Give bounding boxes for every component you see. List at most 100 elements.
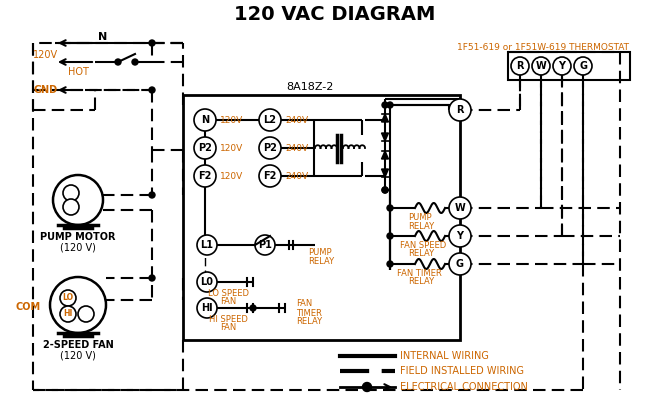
Circle shape <box>511 57 529 75</box>
Text: (120 V): (120 V) <box>60 242 96 252</box>
Circle shape <box>194 165 216 187</box>
Text: PUMP MOTOR: PUMP MOTOR <box>40 232 116 242</box>
Text: FAN: FAN <box>220 323 236 333</box>
Circle shape <box>449 225 471 247</box>
Text: N: N <box>98 32 108 42</box>
Text: HI: HI <box>63 310 72 318</box>
Circle shape <box>387 102 393 108</box>
Text: 1F51-619 or 1F51W-619 THERMOSTAT: 1F51-619 or 1F51W-619 THERMOSTAT <box>457 42 629 52</box>
Circle shape <box>60 306 76 322</box>
Text: Y: Y <box>559 61 565 71</box>
Circle shape <box>149 192 155 198</box>
Text: PUMP: PUMP <box>308 248 332 256</box>
Circle shape <box>449 197 471 219</box>
Text: FAN: FAN <box>296 300 312 308</box>
Circle shape <box>115 59 121 65</box>
Circle shape <box>387 261 393 267</box>
Text: R: R <box>456 105 464 115</box>
Circle shape <box>50 277 106 333</box>
Text: P2: P2 <box>263 143 277 153</box>
Text: G: G <box>579 61 587 71</box>
Text: RELAY: RELAY <box>408 249 434 259</box>
Polygon shape <box>381 133 389 141</box>
Text: FAN SPEED: FAN SPEED <box>400 241 446 249</box>
Circle shape <box>132 59 138 65</box>
Circle shape <box>255 235 275 255</box>
Circle shape <box>149 275 155 281</box>
Text: 120V: 120V <box>220 116 243 124</box>
Text: 120V: 120V <box>220 143 243 153</box>
Text: (120 V): (120 V) <box>60 350 96 360</box>
Text: LO: LO <box>62 293 74 303</box>
Circle shape <box>259 109 281 131</box>
Text: G: G <box>456 259 464 269</box>
Text: W: W <box>535 61 546 71</box>
Text: P1: P1 <box>258 240 272 250</box>
Circle shape <box>60 290 76 306</box>
Text: RELAY: RELAY <box>408 222 434 230</box>
Circle shape <box>532 57 550 75</box>
Text: COM: COM <box>16 302 41 312</box>
Circle shape <box>382 187 388 193</box>
Circle shape <box>259 165 281 187</box>
Polygon shape <box>381 114 389 122</box>
Text: HI: HI <box>201 303 213 313</box>
Circle shape <box>362 383 371 391</box>
Circle shape <box>259 137 281 159</box>
Polygon shape <box>381 169 389 177</box>
Text: R: R <box>517 61 524 71</box>
Text: RELAY: RELAY <box>408 277 434 287</box>
Text: F2: F2 <box>263 171 277 181</box>
Circle shape <box>197 272 217 292</box>
Circle shape <box>63 185 79 201</box>
Text: 2-SPEED FAN: 2-SPEED FAN <box>43 340 113 350</box>
Text: N: N <box>201 115 209 125</box>
Text: TIMER: TIMER <box>296 308 322 318</box>
Text: F2: F2 <box>198 171 212 181</box>
Text: GND: GND <box>33 85 57 95</box>
Text: 8A18Z-2: 8A18Z-2 <box>286 82 334 92</box>
Text: L1: L1 <box>200 240 214 250</box>
Circle shape <box>149 40 155 46</box>
Text: P2: P2 <box>198 143 212 153</box>
Circle shape <box>194 137 216 159</box>
Circle shape <box>197 298 217 318</box>
Circle shape <box>449 99 471 121</box>
Circle shape <box>387 233 393 239</box>
Circle shape <box>382 187 388 193</box>
Text: PUMP: PUMP <box>408 212 431 222</box>
Text: HI SPEED: HI SPEED <box>208 315 247 323</box>
Text: Y: Y <box>456 231 464 241</box>
Circle shape <box>63 199 79 215</box>
Circle shape <box>78 306 94 322</box>
Circle shape <box>553 57 571 75</box>
Text: 240V: 240V <box>285 116 308 124</box>
Circle shape <box>387 205 393 211</box>
Circle shape <box>449 253 471 275</box>
Text: RELAY: RELAY <box>308 256 334 266</box>
Text: RELAY: RELAY <box>296 318 322 326</box>
Text: ELECTRICAL CONNECTION: ELECTRICAL CONNECTION <box>400 382 528 392</box>
Text: FAN TIMER: FAN TIMER <box>397 269 442 277</box>
Text: FAN: FAN <box>220 297 236 307</box>
Bar <box>183 95 460 340</box>
Text: 120V: 120V <box>33 50 58 60</box>
Text: FIELD INSTALLED WIRING: FIELD INSTALLED WIRING <box>400 366 524 376</box>
Circle shape <box>197 235 217 255</box>
Circle shape <box>382 102 388 108</box>
Text: LO SPEED: LO SPEED <box>208 289 249 297</box>
Text: HOT: HOT <box>68 67 89 77</box>
Circle shape <box>53 175 103 225</box>
Circle shape <box>149 87 155 93</box>
Circle shape <box>194 109 216 131</box>
Text: L2: L2 <box>263 115 277 125</box>
Text: 240V: 240V <box>285 171 308 181</box>
Text: W: W <box>455 203 466 213</box>
Polygon shape <box>381 151 389 159</box>
Text: 120V: 120V <box>220 171 243 181</box>
Text: 240V: 240V <box>285 143 308 153</box>
Text: 120 VAC DIAGRAM: 120 VAC DIAGRAM <box>234 5 436 23</box>
Text: L0: L0 <box>200 277 214 287</box>
Circle shape <box>574 57 592 75</box>
Circle shape <box>250 305 256 311</box>
